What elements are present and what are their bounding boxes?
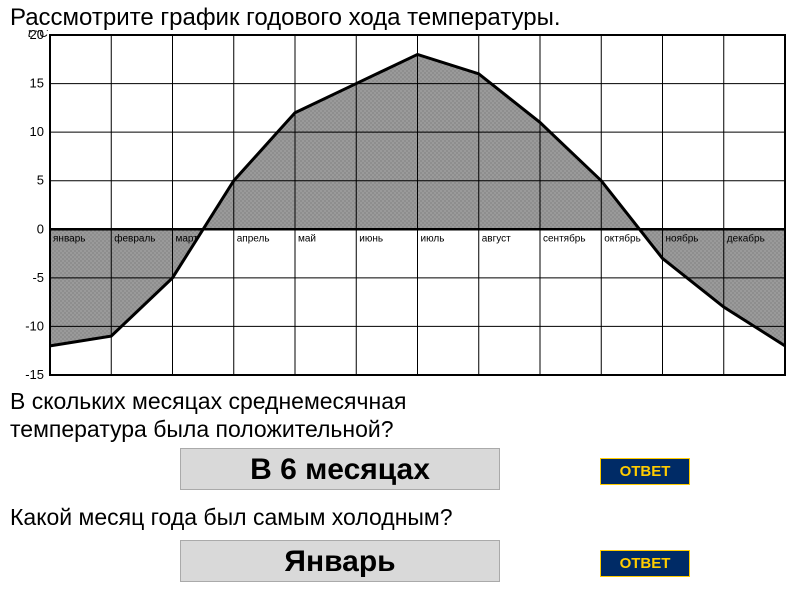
svg-text:май: май [298, 233, 316, 244]
svg-text:январь: январь [53, 233, 85, 244]
svg-text:сентябрь: сентябрь [543, 232, 586, 244]
svg-text:15: 15 [30, 76, 44, 91]
answer-button-2[interactable]: ОТВЕТ [600, 550, 690, 577]
answer-2-box: Январь [180, 540, 500, 582]
svg-text:ноябрь: ноябрь [666, 232, 699, 244]
svg-text:10: 10 [30, 124, 44, 139]
svg-text:март: март [176, 233, 199, 244]
answer-1-box: В 6 месяцах [180, 448, 500, 490]
question-2: Какой месяц года был самым холодным? [10, 504, 453, 531]
svg-text:0: 0 [37, 221, 44, 236]
svg-text:июнь: июнь [359, 233, 383, 244]
svg-text:-10: -10 [25, 318, 44, 333]
svg-text:август: август [482, 233, 511, 244]
svg-text:декабрь: декабрь [727, 232, 765, 244]
page-title: Рассмотрите график годового хода темпера… [10, 4, 561, 32]
question-1-line2: температура была положительной? [10, 416, 394, 442]
svg-text:-5: -5 [32, 270, 44, 285]
question-1: В скольких месяцах среднемесячная темпер… [10, 388, 406, 443]
answer-button-1[interactable]: ОТВЕТ [600, 458, 690, 485]
svg-text:апрель: апрель [237, 233, 270, 244]
svg-text:февраль: февраль [114, 232, 155, 244]
svg-text:октябрь: октябрь [604, 232, 641, 244]
temperature-chart: -15-10-505101520t °Cянварьфевральмартапр… [10, 30, 790, 380]
svg-text:t °C: t °C [28, 30, 48, 40]
svg-text:-15: -15 [25, 367, 44, 380]
svg-text:5: 5 [37, 173, 44, 188]
question-1-line1: В скольких месяцах среднемесячная [10, 388, 406, 414]
svg-text:июль: июль [421, 233, 445, 244]
